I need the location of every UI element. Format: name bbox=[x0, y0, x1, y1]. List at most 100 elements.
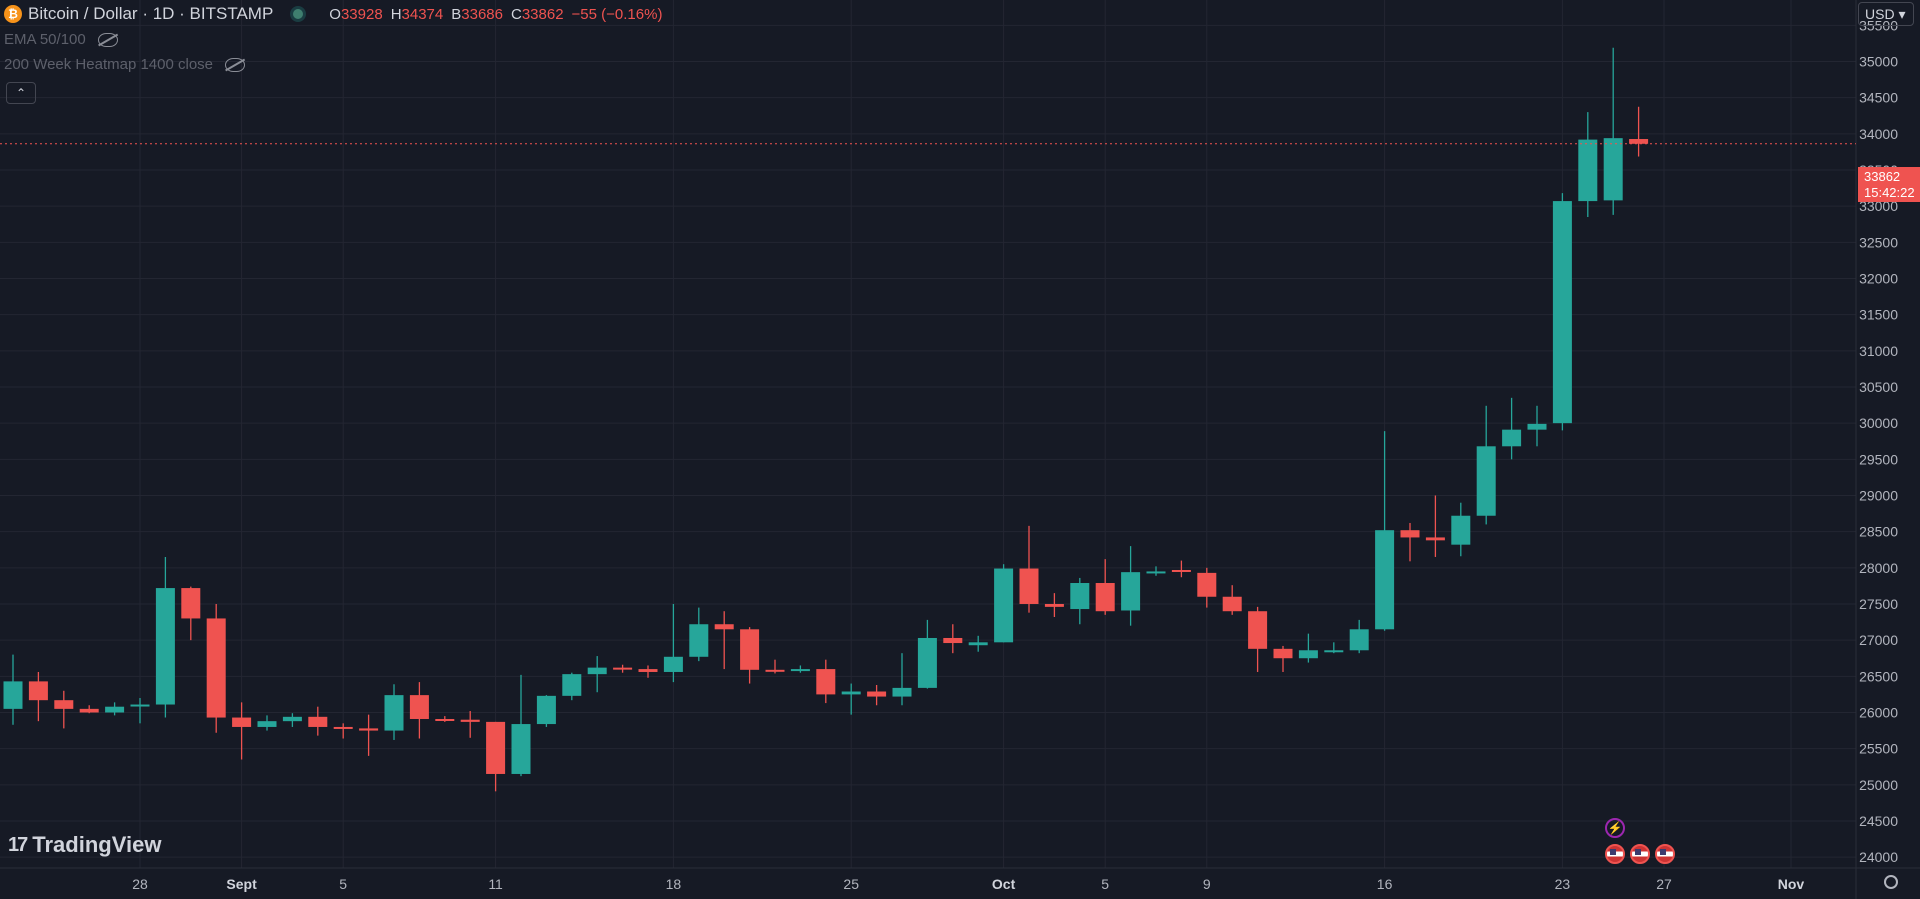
indicator-ema-label[interactable]: EMA 50/100 bbox=[4, 31, 86, 48]
tradingview-logo[interactable]: 17 TradingView bbox=[8, 832, 161, 858]
candle-body bbox=[79, 708, 99, 713]
price-tick-label: 25500 bbox=[1859, 741, 1898, 757]
time-tick-label: Sept bbox=[226, 876, 257, 892]
candle-body bbox=[206, 618, 226, 718]
market-status-icon[interactable] bbox=[293, 9, 304, 19]
candle-body bbox=[536, 695, 556, 725]
price-tick-label: 29000 bbox=[1859, 487, 1898, 503]
low-value: 33686 bbox=[461, 5, 503, 23]
candle-body bbox=[1502, 429, 1522, 447]
candle-body bbox=[1044, 603, 1064, 607]
flag-us-icon[interactable] bbox=[1655, 844, 1675, 864]
candles bbox=[3, 47, 1649, 792]
price-axis[interactable]: 24000 24500 25000 25500 26000 26500 27000 27500… bbox=[1859, 17, 1898, 865]
candle-body bbox=[638, 669, 658, 672]
price-tick-label: 33000 bbox=[1859, 198, 1898, 214]
price-tick-label: 31500 bbox=[1859, 307, 1898, 323]
candle-body bbox=[384, 695, 404, 731]
price-tick-label: 28500 bbox=[1859, 524, 1898, 540]
bitcoin-icon: ₿ bbox=[4, 5, 22, 23]
candle-body bbox=[1400, 530, 1420, 538]
logo-text: TradingView bbox=[32, 832, 162, 857]
bar-countdown: 15:42:22 bbox=[1864, 185, 1915, 200]
candle-body bbox=[1603, 138, 1623, 201]
candle-body bbox=[1552, 201, 1572, 424]
candle-body bbox=[841, 691, 861, 695]
candle-body bbox=[892, 687, 912, 697]
low-label: B bbox=[451, 5, 462, 23]
close-label: C bbox=[510, 5, 522, 23]
time-tick-label: 18 bbox=[666, 876, 682, 892]
price-tick-label: 26500 bbox=[1859, 668, 1898, 684]
candle-body bbox=[765, 669, 785, 672]
candle-body bbox=[105, 706, 125, 713]
indicator-heatmap-label[interactable]: 200 Week Heatmap 1400 close bbox=[4, 56, 214, 73]
symbol-title[interactable]: Bitcoin / Dollar · 1D · BITSTAMP bbox=[28, 4, 274, 23]
candle-body bbox=[587, 667, 607, 675]
price-tick-label: 35000 bbox=[1859, 53, 1898, 69]
logo-mark: 17 bbox=[8, 833, 28, 856]
change-value: −55 (−0.16%) bbox=[571, 5, 663, 23]
candle-body bbox=[1197, 572, 1217, 597]
lightning-icon[interactable]: ⚡ bbox=[1605, 818, 1625, 838]
eye-off-icon[interactable] bbox=[225, 57, 246, 72]
candle-body bbox=[1019, 568, 1039, 604]
candle-body bbox=[333, 726, 353, 729]
price-tick-label: 28000 bbox=[1859, 560, 1898, 576]
candle-body bbox=[155, 588, 175, 705]
time-tick-label: 25 bbox=[843, 876, 859, 892]
price-tick-label: 31000 bbox=[1859, 343, 1898, 359]
chevron-up-icon: ⌃ bbox=[15, 86, 27, 100]
candle-body bbox=[1298, 650, 1318, 659]
price-tick-label: 25000 bbox=[1859, 777, 1898, 793]
candle-body bbox=[1146, 571, 1166, 574]
candle-body bbox=[181, 588, 201, 619]
candle-body bbox=[689, 624, 709, 657]
indicator-heatmap[interactable]: 200 Week Heatmap 1400 close bbox=[4, 56, 246, 73]
open-label: O bbox=[329, 5, 341, 23]
time-tick-label: Nov bbox=[1778, 876, 1805, 892]
high-value: 34374 bbox=[401, 5, 444, 23]
candle-body bbox=[1248, 611, 1268, 649]
candle-body bbox=[1578, 139, 1598, 202]
last-price-tag: 33862 15:42:22 bbox=[1858, 167, 1920, 202]
time-axis[interactable]: 28 Sept 5 11 18 25 Oct 5 9 16 23 27 Nov bbox=[132, 876, 1804, 892]
symbol-legend[interactable]: ₿ Bitcoin / Dollar · 1D · BITSTAMP O 3392… bbox=[4, 4, 662, 24]
candle-body bbox=[435, 718, 455, 721]
candle-body bbox=[54, 700, 74, 709]
price-tick-label: 29500 bbox=[1859, 451, 1898, 467]
flag-us-icon[interactable] bbox=[1630, 844, 1650, 864]
candle-body bbox=[359, 728, 379, 731]
candle-body bbox=[1070, 583, 1090, 610]
time-tick-label: 5 bbox=[1101, 876, 1109, 892]
candle-body bbox=[511, 724, 531, 774]
gridlines bbox=[0, 0, 1856, 868]
candle-body bbox=[130, 704, 150, 707]
time-tick-label: 27 bbox=[1656, 876, 1672, 892]
price-tick-label: 27500 bbox=[1859, 596, 1898, 612]
candle-body bbox=[663, 656, 683, 672]
candle-body bbox=[3, 681, 23, 709]
currency-selector[interactable]: USD ▾ bbox=[1858, 2, 1914, 26]
price-tick-label: 34000 bbox=[1859, 126, 1898, 142]
candle-body bbox=[409, 695, 429, 719]
time-tick-label: Oct bbox=[992, 876, 1016, 892]
candle-body bbox=[282, 716, 302, 722]
candle-body bbox=[613, 667, 633, 670]
candle-body bbox=[1095, 583, 1115, 612]
candle-body bbox=[562, 674, 582, 696]
candle-body bbox=[1121, 572, 1141, 611]
indicator-ema[interactable]: EMA 50/100 bbox=[4, 31, 118, 48]
high-label: H bbox=[390, 5, 402, 23]
flag-us-icon[interactable] bbox=[1605, 844, 1625, 864]
collapse-legend-button[interactable]: ⌃ bbox=[6, 82, 36, 104]
price-tick-label: 30500 bbox=[1859, 379, 1898, 395]
candle-body bbox=[1425, 537, 1445, 541]
eye-off-icon[interactable] bbox=[97, 32, 118, 47]
time-tick-label: 9 bbox=[1203, 876, 1211, 892]
candle-body bbox=[460, 719, 480, 722]
candle-body bbox=[486, 721, 506, 774]
candle-body bbox=[1527, 423, 1547, 430]
settings-icon[interactable] bbox=[1884, 875, 1898, 889]
